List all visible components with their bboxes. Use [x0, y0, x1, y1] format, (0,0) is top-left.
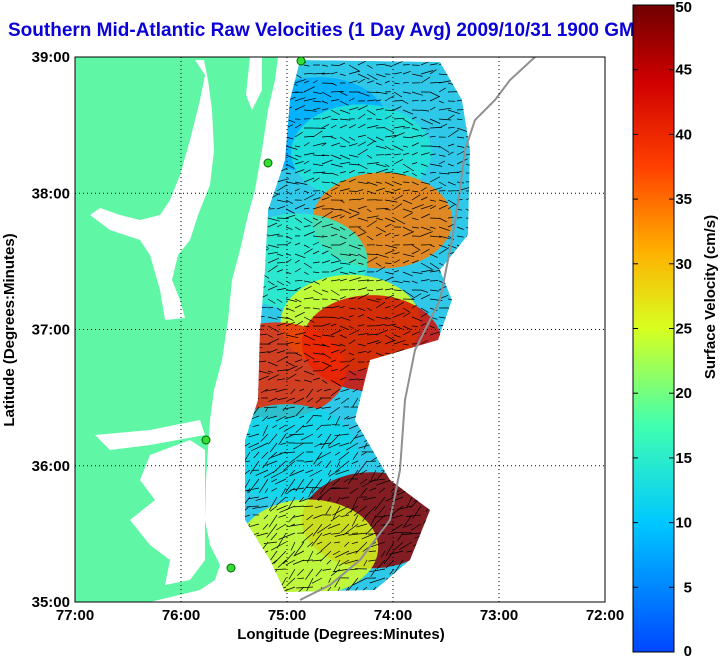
station-marker [201, 435, 211, 445]
colorbar-tick-label: 25 [675, 321, 692, 338]
x-axis-ticks: 77:00 76:00 75:00 74:00 73:00 72:00 [56, 607, 624, 624]
velocity-field [245, 60, 470, 592]
pamlico-sound [130, 440, 205, 585]
colorbar-tick-label: 10 [675, 515, 692, 532]
colorbar-tick-label: 30 [675, 256, 692, 273]
x-tick-label: 72:00 [586, 607, 624, 624]
y-axis-label: Latitude (Degrees:Minutes) [1, 233, 18, 426]
x-tick-label: 76:00 [162, 607, 200, 624]
velocity-region [245, 404, 357, 501]
x-tick-label: 73:00 [480, 607, 518, 624]
colorbar-tick-label: 0 [684, 643, 692, 659]
chart-title: Southern Mid-Atlantic Raw Velocities (1 … [8, 20, 647, 41]
colorbar-label: Surface Velocity (cm/s) [702, 215, 719, 379]
colorbar-tick-label: 20 [675, 385, 692, 402]
colorbar [632, 4, 675, 653]
colorbar-tick-label: 35 [675, 191, 692, 208]
colorbar-tick-label: 45 [675, 62, 692, 79]
grid-lines [75, 57, 605, 602]
plot-frame [74, 56, 606, 603]
colorbar-ticks: 0 5 10 15 20 25 30 35 40 45 50 [633, 0, 692, 659]
colorbar-tick-label: 15 [675, 450, 692, 467]
x-axis-label: Longitude (Degrees:Minutes) [237, 626, 445, 643]
colorbar-tick-label: 40 [675, 126, 692, 143]
albemarle-sound [95, 420, 205, 450]
station-marker [296, 56, 306, 66]
y-tick-label: 35:00 [32, 594, 70, 611]
y-tick-label: 39:00 [32, 49, 70, 66]
colorbar-tick-label: 50 [675, 0, 692, 16]
x-tick-label: 75:00 [268, 607, 306, 624]
x-tick-label: 74:00 [374, 607, 412, 624]
colorbar-tick-label: 5 [684, 579, 692, 596]
y-tick-label: 38:00 [32, 185, 70, 202]
y-tick-label: 37:00 [32, 322, 70, 339]
station-marker [263, 158, 273, 168]
velocity-region [245, 322, 347, 419]
bathymetry-contour [299, 57, 536, 601]
x-tick-label: 77:00 [56, 607, 94, 624]
y-axis-ticks: 39:00 38:00 37:00 36:00 35:00 [32, 49, 70, 611]
delaware-bay [246, 57, 262, 110]
y-tick-label: 36:00 [32, 458, 70, 475]
station-marker [226, 563, 236, 573]
chesapeake-bay [90, 60, 214, 320]
